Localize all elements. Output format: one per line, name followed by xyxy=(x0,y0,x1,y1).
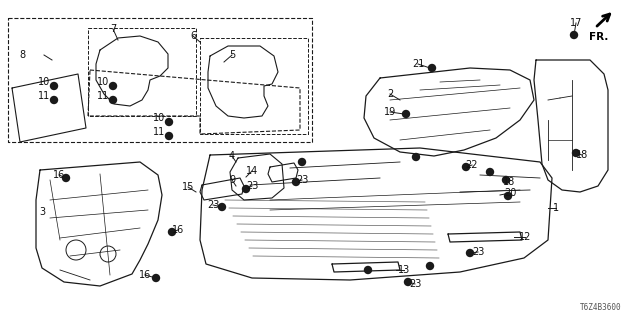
Text: 12: 12 xyxy=(519,232,531,242)
Text: 6: 6 xyxy=(190,31,196,41)
Circle shape xyxy=(218,204,225,211)
Text: 11: 11 xyxy=(38,91,50,101)
Circle shape xyxy=(298,158,305,165)
Circle shape xyxy=(573,149,579,156)
Text: 13: 13 xyxy=(398,265,410,275)
Text: 10: 10 xyxy=(38,77,50,87)
Text: 15: 15 xyxy=(182,182,194,192)
Circle shape xyxy=(63,174,70,181)
Text: 9: 9 xyxy=(229,175,235,185)
Text: 2: 2 xyxy=(387,89,393,99)
Text: 10: 10 xyxy=(97,77,109,87)
Circle shape xyxy=(51,97,58,103)
Circle shape xyxy=(504,193,511,199)
Text: 23: 23 xyxy=(409,279,421,289)
Circle shape xyxy=(292,179,300,186)
Circle shape xyxy=(168,228,175,236)
Text: 14: 14 xyxy=(246,166,258,176)
Circle shape xyxy=(51,83,58,90)
Text: 5: 5 xyxy=(229,50,235,60)
Text: 23: 23 xyxy=(207,200,219,210)
Text: T6Z4B3600: T6Z4B3600 xyxy=(580,303,622,312)
Circle shape xyxy=(243,186,250,193)
Text: 18: 18 xyxy=(576,150,588,160)
Text: 11: 11 xyxy=(97,91,109,101)
Circle shape xyxy=(413,154,419,161)
Circle shape xyxy=(403,110,410,117)
Text: 3: 3 xyxy=(39,207,45,217)
Circle shape xyxy=(152,275,159,282)
Text: 21: 21 xyxy=(412,59,424,69)
Circle shape xyxy=(166,132,173,140)
Text: 11: 11 xyxy=(153,127,165,137)
Text: 23: 23 xyxy=(246,181,258,191)
Text: 23: 23 xyxy=(296,175,308,185)
Circle shape xyxy=(404,278,412,285)
Circle shape xyxy=(463,164,470,171)
Text: 16: 16 xyxy=(172,225,184,235)
Text: 18: 18 xyxy=(503,177,515,187)
Text: 22: 22 xyxy=(466,160,478,170)
Text: 8: 8 xyxy=(19,50,25,60)
Circle shape xyxy=(467,250,474,257)
Circle shape xyxy=(429,65,435,71)
Circle shape xyxy=(109,97,116,103)
Text: 1: 1 xyxy=(553,203,559,213)
Text: 23: 23 xyxy=(472,247,484,257)
Circle shape xyxy=(426,262,433,269)
Text: FR.: FR. xyxy=(589,32,609,42)
Text: 19: 19 xyxy=(384,107,396,117)
Circle shape xyxy=(365,267,371,274)
Text: 20: 20 xyxy=(504,188,516,198)
Circle shape xyxy=(109,83,116,90)
Text: 16: 16 xyxy=(139,270,151,280)
Text: 16: 16 xyxy=(53,170,65,180)
Text: 7: 7 xyxy=(110,24,116,34)
Circle shape xyxy=(570,31,577,38)
Circle shape xyxy=(486,169,493,175)
Text: 10: 10 xyxy=(153,113,165,123)
Circle shape xyxy=(166,118,173,125)
Text: 17: 17 xyxy=(570,18,582,28)
Circle shape xyxy=(502,177,509,183)
Text: 4: 4 xyxy=(229,151,235,161)
